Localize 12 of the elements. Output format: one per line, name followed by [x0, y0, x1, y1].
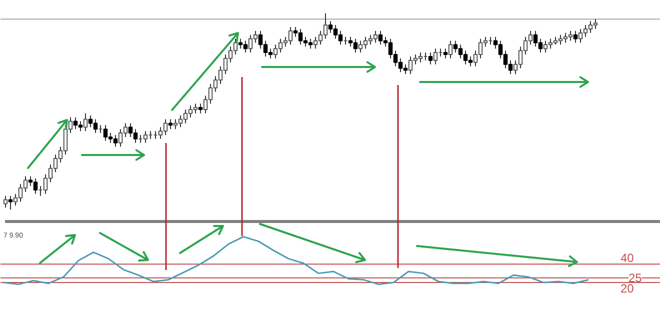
candlestick [433, 48, 438, 65]
ref-line-label: 40 [620, 251, 634, 266]
candlestick [3, 195, 8, 208]
candlestick [428, 52, 433, 65]
candlestick [83, 112, 88, 132]
candlestick [8, 195, 13, 210]
candlestick [198, 103, 203, 114]
candlestick [143, 130, 148, 144]
candlestick [573, 30, 578, 44]
candlestick [168, 118, 173, 130]
candlestick [448, 40, 453, 59]
candlestick [443, 48, 448, 59]
